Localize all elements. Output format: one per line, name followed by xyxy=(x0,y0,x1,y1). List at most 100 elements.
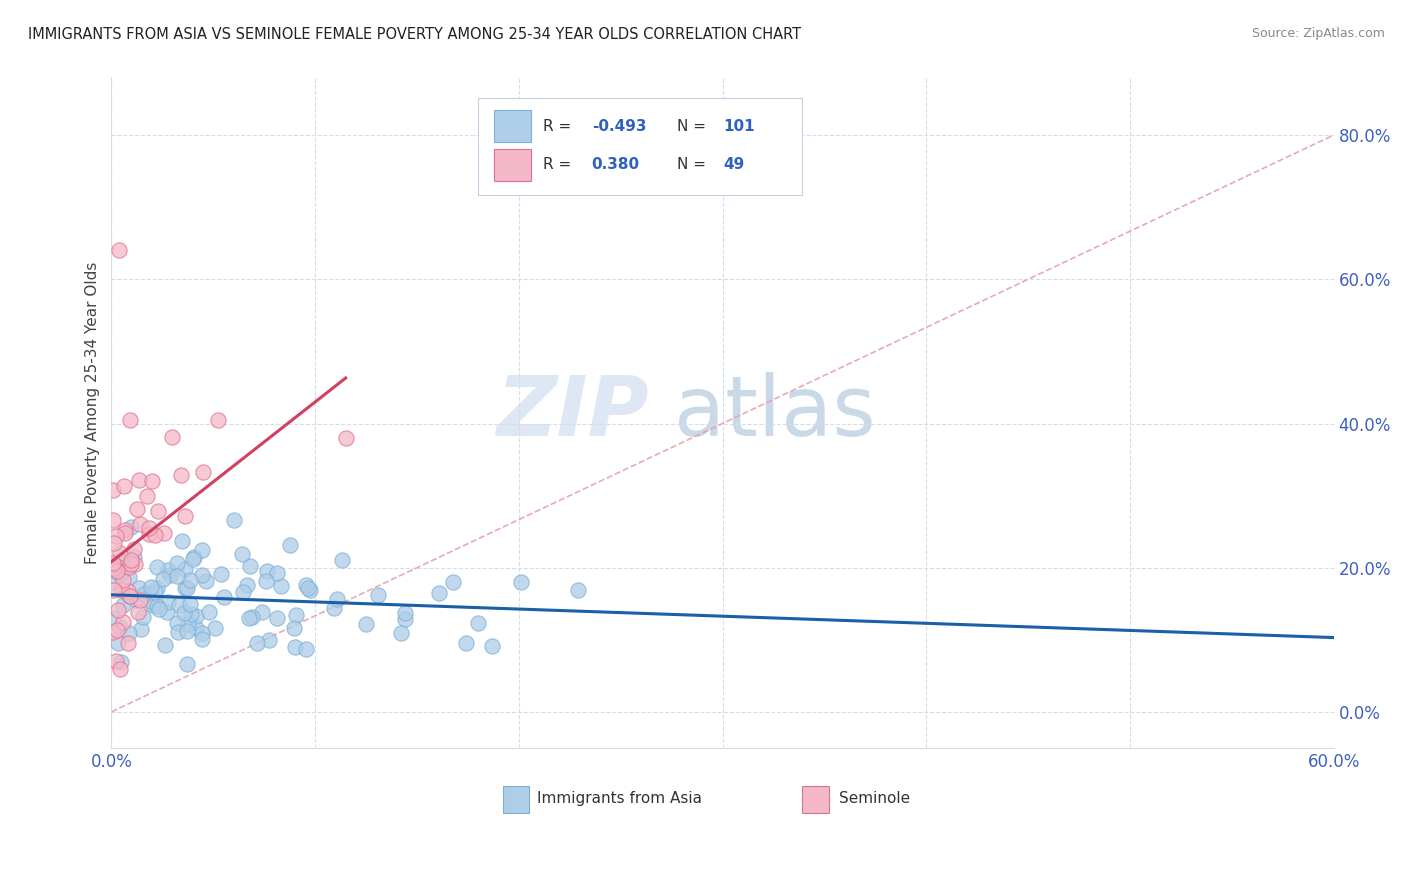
Point xyxy=(103,575,125,590)
Point xyxy=(105,564,128,578)
Point xyxy=(108,620,131,634)
Point xyxy=(252,605,274,619)
Point xyxy=(118,626,141,640)
Point xyxy=(232,584,254,599)
Point xyxy=(114,525,136,540)
Text: IMMIGRANTS FROM ASIA VS SEMINOLE FEMALE POVERTY AMONG 25-34 YEAR OLDS CORRELATIO: IMMIGRANTS FROM ASIA VS SEMINOLE FEMALE … xyxy=(28,27,801,42)
Point xyxy=(110,554,132,568)
Text: N =: N = xyxy=(678,157,711,172)
Point xyxy=(103,557,125,571)
Point xyxy=(270,579,292,593)
Point xyxy=(124,557,146,571)
Point xyxy=(139,580,162,594)
Point xyxy=(138,521,160,535)
Point xyxy=(117,584,139,599)
Point xyxy=(107,636,129,650)
Point xyxy=(335,431,357,445)
Point xyxy=(167,624,190,639)
Text: R =: R = xyxy=(543,157,576,172)
Point xyxy=(330,553,353,567)
Point xyxy=(177,617,200,632)
Point xyxy=(285,608,308,623)
Point xyxy=(138,586,160,600)
Point xyxy=(146,504,169,518)
Point xyxy=(112,598,135,612)
Point xyxy=(297,581,319,595)
Point xyxy=(145,599,167,613)
Point xyxy=(246,635,269,649)
FancyBboxPatch shape xyxy=(478,97,801,194)
Point xyxy=(278,539,301,553)
Text: Immigrants from Asia: Immigrants from Asia xyxy=(537,790,702,805)
Point xyxy=(129,622,152,636)
Point xyxy=(257,632,280,647)
Point xyxy=(138,526,160,541)
Point xyxy=(266,610,288,624)
Point xyxy=(117,636,139,650)
Point xyxy=(141,474,163,488)
Point xyxy=(190,632,212,646)
Point xyxy=(240,610,263,624)
Point xyxy=(110,656,132,670)
Text: ZIP: ZIP xyxy=(496,372,650,453)
Point xyxy=(481,640,503,654)
Point xyxy=(454,636,477,650)
Point xyxy=(443,575,465,590)
Point xyxy=(112,615,135,630)
Point xyxy=(160,430,183,444)
Point xyxy=(184,608,207,623)
Point xyxy=(239,558,262,573)
Point xyxy=(254,574,277,588)
Point xyxy=(153,525,176,540)
Point xyxy=(176,657,198,671)
Text: atlas: atlas xyxy=(673,372,876,453)
Point xyxy=(283,621,305,635)
Point xyxy=(170,467,193,482)
Point xyxy=(174,508,197,523)
Point xyxy=(159,568,181,582)
Point xyxy=(104,654,127,668)
Point xyxy=(209,566,232,581)
Point xyxy=(107,603,129,617)
Point xyxy=(114,523,136,537)
Point xyxy=(354,616,377,631)
Point xyxy=(179,597,201,611)
Text: N =: N = xyxy=(678,119,711,134)
Point xyxy=(197,606,219,620)
Point xyxy=(145,559,167,574)
Bar xyxy=(494,111,530,143)
Point xyxy=(170,533,193,548)
Point xyxy=(146,581,169,595)
Point xyxy=(299,583,322,598)
Point xyxy=(156,595,179,609)
Point xyxy=(295,642,318,657)
Point xyxy=(128,592,150,607)
Point xyxy=(231,547,253,561)
Point xyxy=(103,535,125,549)
Point xyxy=(118,413,141,427)
Point xyxy=(108,662,131,676)
Point xyxy=(103,611,125,625)
Point xyxy=(128,581,150,595)
Point xyxy=(107,244,129,258)
Point xyxy=(142,598,165,612)
Text: 0.380: 0.380 xyxy=(592,157,640,172)
Point xyxy=(181,552,204,566)
Point xyxy=(152,572,174,586)
Point xyxy=(191,626,214,640)
Point xyxy=(148,602,170,616)
Text: Source: ZipAtlas.com: Source: ZipAtlas.com xyxy=(1251,27,1385,40)
Point xyxy=(567,582,589,597)
Point xyxy=(467,616,489,631)
Point xyxy=(104,529,127,543)
Point xyxy=(394,606,416,620)
Point xyxy=(120,553,142,567)
Point xyxy=(118,590,141,604)
Point xyxy=(212,590,235,604)
Point xyxy=(103,582,125,597)
Point xyxy=(143,585,166,599)
Point xyxy=(125,592,148,607)
Point xyxy=(510,575,533,590)
Point xyxy=(111,573,134,587)
Text: -0.493: -0.493 xyxy=(592,119,647,134)
